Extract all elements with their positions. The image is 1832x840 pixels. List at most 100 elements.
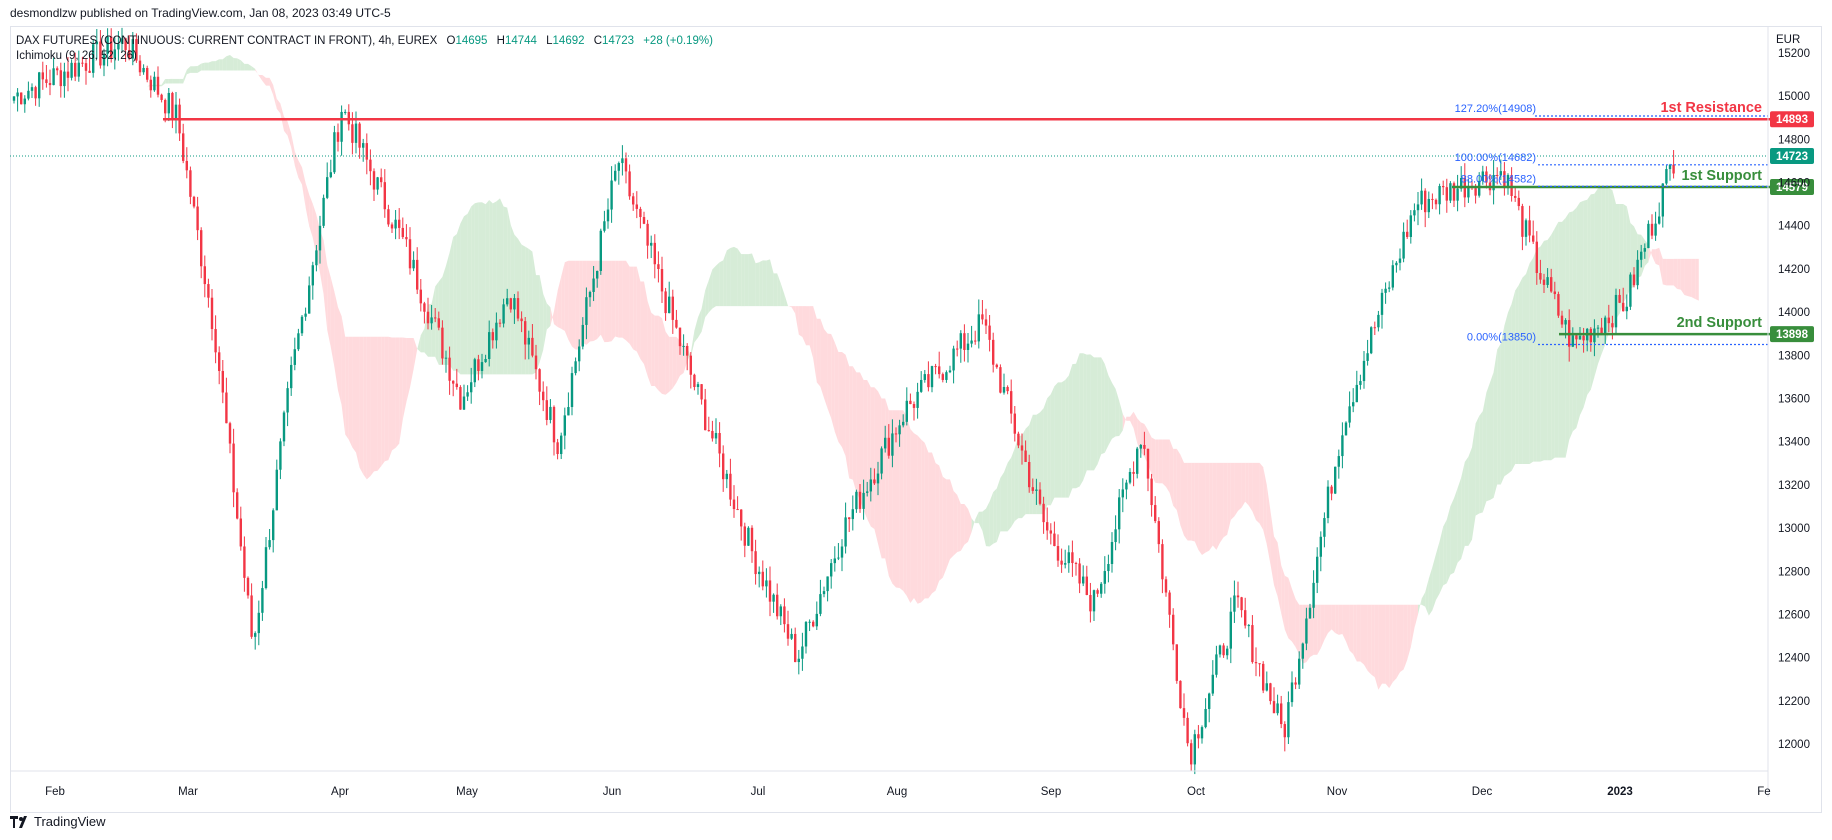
- cloud-segment: [1450, 498, 1454, 575]
- y-tick-label: 13600: [1778, 394, 1810, 406]
- candle: [1341, 422, 1344, 469]
- cloud-segment: [831, 333, 835, 432]
- cloud-segment: [1504, 312, 1508, 477]
- candle: [1650, 214, 1654, 240]
- candle: [311, 261, 314, 300]
- tradingview-logo[interactable]: TradingView: [10, 814, 106, 829]
- cloud-segment: [518, 238, 522, 375]
- candle: [1287, 691, 1290, 745]
- cloud-segment: [874, 387, 878, 544]
- cloud-segment: [734, 246, 738, 307]
- candle: [797, 649, 800, 675]
- candle: [992, 332, 995, 373]
- cloud-segment: [654, 315, 659, 391]
- change-value: +28 (+0.19%): [643, 35, 713, 47]
- candle: [466, 385, 469, 401]
- candle: [1294, 677, 1297, 690]
- candle: [372, 168, 376, 201]
- candle: [214, 315, 217, 364]
- cloud-segment: [1619, 203, 1624, 314]
- cloud-segment: [651, 312, 655, 386]
- candle: [286, 381, 289, 427]
- open-label: O: [446, 35, 456, 47]
- candle: [1409, 210, 1412, 244]
- candle: [153, 71, 156, 92]
- candle: [794, 627, 797, 663]
- candle: [1406, 219, 1409, 239]
- fib-level-label: 127.20%(14908): [1455, 103, 1536, 115]
- cloud-segment: [914, 433, 918, 604]
- cloud-segment: [356, 336, 360, 468]
- candle: [1395, 261, 1398, 273]
- candle: [761, 560, 764, 591]
- cloud-segment: [1468, 447, 1472, 546]
- cloud-segment: [1418, 598, 1422, 615]
- cloud-segment: [165, 79, 169, 84]
- currency-label: EUR: [1776, 34, 1801, 46]
- cloud-segment: [1209, 462, 1213, 551]
- cloud-segment: [960, 503, 965, 551]
- cloud-segment: [492, 201, 497, 375]
- candle: [934, 363, 937, 375]
- candle: [387, 204, 390, 227]
- candle: [840, 539, 844, 572]
- candle: [952, 345, 955, 384]
- candle: [376, 176, 379, 195]
- candle: [239, 506, 242, 551]
- candle: [221, 360, 224, 404]
- cloud-segment: [341, 316, 346, 435]
- candle: [1172, 608, 1175, 651]
- candle: [1560, 310, 1564, 328]
- candle: [1175, 644, 1178, 684]
- cloud-segment: [1518, 277, 1523, 464]
- x-tick-label: 2023: [1607, 786, 1633, 798]
- candle: [696, 381, 700, 395]
- symbol-title[interactable]: DAX FUTURES (CONTINUOUS: CURRENT CONTRAC…: [16, 35, 438, 47]
- cloud-segment: [705, 280, 709, 318]
- cloud-segment: [359, 336, 364, 475]
- indicator-label[interactable]: Ichimoku (9, 26, 52, 26): [16, 50, 137, 62]
- cloud-segment: [1677, 258, 1681, 290]
- candle: [1100, 581, 1103, 598]
- cloud-segment: [1086, 354, 1091, 471]
- candle: [711, 420, 714, 442]
- cloud-segment: [1079, 353, 1084, 487]
- candle: [1355, 370, 1358, 403]
- cloud-segment: [708, 269, 713, 313]
- cloud-segment: [402, 337, 407, 420]
- candle: [678, 327, 682, 355]
- cloud-segment: [1446, 506, 1451, 584]
- cloud-segment: [208, 61, 212, 71]
- cloud-segment: [1659, 247, 1663, 285]
- cloud-segment: [561, 262, 565, 332]
- cloud-segment: [989, 492, 994, 547]
- candle: [642, 211, 646, 225]
- cloud-segment: [258, 75, 263, 82]
- candle: [1539, 259, 1542, 284]
- cloud-segment: [176, 78, 180, 84]
- y-tick-label: 14400: [1778, 221, 1810, 233]
- candle: [232, 428, 235, 508]
- cloud-segment: [546, 303, 551, 330]
- cloud-segment: [399, 337, 403, 444]
- cloud-segment: [1212, 462, 1217, 550]
- candle: [1359, 374, 1362, 390]
- candle: [1362, 351, 1366, 389]
- candle: [736, 496, 739, 511]
- candle: [1262, 661, 1265, 694]
- cloud-segment: [694, 317, 698, 343]
- cloud-segment: [903, 410, 907, 597]
- cloud-segment: [503, 206, 508, 375]
- close-label: C: [593, 35, 603, 47]
- candle: [502, 298, 505, 328]
- candle: [563, 407, 566, 450]
- candle: [1103, 556, 1106, 594]
- cloud-segment: [1202, 462, 1206, 555]
- candle: [1118, 489, 1121, 544]
- candle: [1028, 454, 1031, 493]
- candle: [1024, 440, 1027, 463]
- cloud-segment: [348, 336, 353, 448]
- cloud-segment: [1583, 199, 1588, 408]
- candle: [776, 583, 779, 620]
